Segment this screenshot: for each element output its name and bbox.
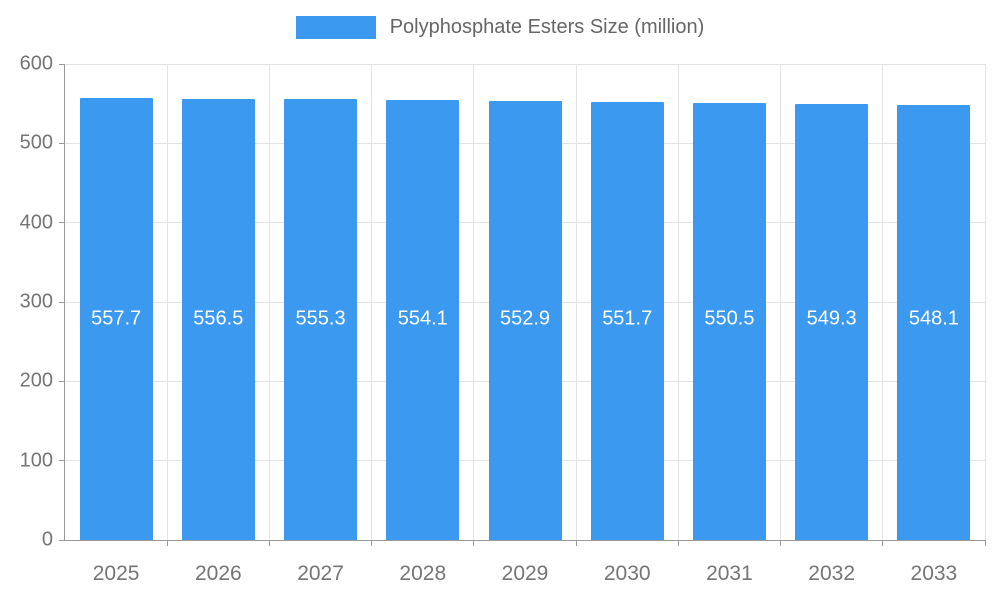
x-tick-label: 2025 [92, 562, 140, 585]
x-tick-label: 2032 [808, 562, 856, 585]
gridline-vertical [882, 64, 884, 540]
bar-value-label: 555.3 [295, 307, 346, 330]
bar [489, 101, 562, 540]
x-tick-mark [371, 540, 373, 546]
x-tick-mark [677, 540, 679, 546]
y-tick-label: 300 [19, 290, 53, 313]
bar [795, 104, 868, 540]
x-tick-mark [780, 540, 782, 546]
y-tick-label: 200 [19, 369, 53, 392]
legend-swatch [295, 16, 376, 39]
x-tick-mark [166, 540, 168, 546]
bar [80, 97, 153, 540]
chart-legend: Polyphosphate Esters Size (million) [0, 16, 1000, 39]
gridline-vertical [575, 64, 577, 540]
bar [386, 100, 459, 540]
gridline-vertical [677, 64, 679, 540]
bar-value-label: 557.7 [91, 307, 142, 330]
x-tick-label: 2028 [399, 562, 447, 585]
bar-value-label: 550.5 [704, 307, 755, 330]
y-tick-mark [59, 380, 65, 382]
gridline-horizontal [65, 63, 985, 65]
x-tick-label: 2030 [603, 562, 651, 585]
x-tick-label: 2026 [194, 562, 242, 585]
x-tick-mark [575, 540, 577, 546]
gridline-vertical [166, 64, 168, 540]
y-tick-label: 0 [41, 528, 53, 551]
gridline-vertical [268, 64, 270, 540]
bar-value-label: 549.3 [806, 307, 857, 330]
y-tick-label: 400 [19, 211, 53, 234]
y-tick-mark [59, 539, 65, 541]
y-tick-label: 500 [19, 131, 53, 154]
x-tick-mark [473, 540, 475, 546]
x-tick-mark [268, 540, 270, 546]
bar [284, 99, 357, 540]
x-tick-mark [984, 540, 986, 546]
y-tick-label: 600 [19, 52, 53, 75]
y-axis [64, 64, 65, 541]
gridline-vertical [780, 64, 782, 540]
x-tick-label: 2033 [910, 562, 958, 585]
bar [182, 98, 255, 540]
x-tick-label: 2029 [501, 562, 549, 585]
y-tick-label: 100 [19, 449, 53, 472]
gridline-vertical [984, 64, 986, 540]
bar-value-label: 551.7 [602, 307, 653, 330]
y-tick-mark [59, 222, 65, 224]
y-tick-mark [59, 142, 65, 144]
bar [897, 105, 970, 540]
y-tick-mark [59, 301, 65, 303]
legend-label: Polyphosphate Esters Size (million) [389, 16, 705, 38]
bar-value-label: 548.1 [908, 307, 959, 330]
y-tick-mark [59, 460, 65, 462]
x-tick-label: 2027 [297, 562, 344, 585]
gridline-vertical [473, 64, 475, 540]
gridline-vertical [371, 64, 373, 540]
x-tick-mark [882, 540, 884, 546]
bar [591, 102, 664, 540]
bar-value-label: 552.9 [499, 307, 551, 330]
bar-value-label: 556.5 [193, 307, 244, 330]
y-tick-mark [59, 63, 65, 65]
bar-value-label: 554.1 [397, 307, 448, 330]
bar [693, 103, 766, 540]
x-axis [64, 540, 985, 541]
x-tick-label: 2031 [706, 562, 753, 585]
